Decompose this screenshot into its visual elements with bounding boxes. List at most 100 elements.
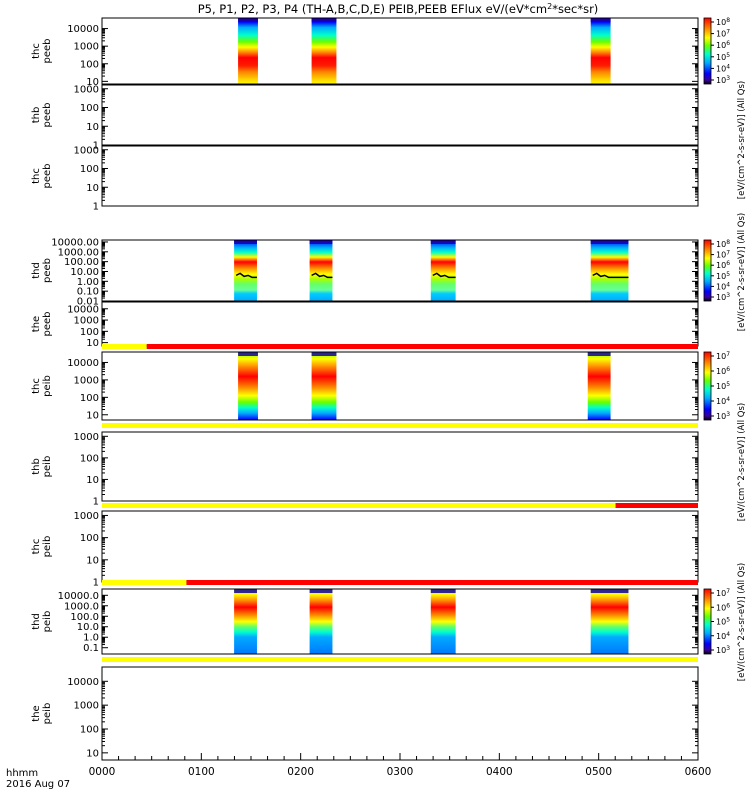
y-axis-label-line1: thc [31,378,42,394]
trace-line [311,272,333,279]
colorbar-tick-exp: 7 [726,588,730,595]
y-axis-label-line2: peib [42,536,53,558]
colorbar-tick-exp: 5 [726,271,730,278]
trace-line [592,272,629,279]
trace-line [432,272,456,279]
x-tick-label: 0400 [486,766,513,778]
colorbar-tick-label: 107 [716,588,730,598]
colorbar-tick-base: 10 [716,397,726,406]
colorbar-gradient [703,17,712,85]
colorbar-tick-base: 10 [716,251,726,260]
y-tick-label: 1000.0 [64,601,99,612]
colorbar-tick-label: 106 [716,366,730,376]
colorbar-unit-label: [eV/(cm^2-s-sr-eV)] (All Qs) [737,81,747,199]
y-axis-label: thepeib [31,703,53,725]
y-tick-label: 10 [86,475,99,486]
spectrogram-block-3 [430,589,456,654]
y-tick-label: 10000.00 [51,237,99,248]
colorbar-tick-base: 10 [716,76,726,85]
colorbars: 1031041051061071081031041051061071081031… [703,17,747,681]
y-tick-label: 10.00 [70,267,99,278]
y-axis-label-line1: thd [31,613,42,630]
panel-frame [101,239,699,302]
colorbar-tick-exp: 4 [726,396,730,403]
y-tick-label: 100 [80,59,99,70]
y-axis-label: thcpeeb [31,39,53,64]
colorbar-tick-label: 103 [716,292,730,302]
spectrogram-block-2 [311,352,337,420]
colorbar-tick-label: 106 [716,602,730,612]
y-tick-label: 1000 [74,42,99,53]
y-axis-label: thcpeeb [31,164,53,189]
colorbar-gradient [703,351,712,421]
panel-10: 10 100 1000 10000 thepeib [31,666,699,761]
colorbar-tick-label: 104 [716,281,730,291]
flag-bar-yellow [102,503,616,508]
flag-bar-red [146,344,698,349]
colorbar-tick-exp: 8 [726,17,730,24]
block-top-edge [238,352,258,356]
y-tick-label: 1000 [74,145,99,156]
colorbar-tick-exp: 4 [726,281,730,288]
flag-bar-yellow [102,423,698,428]
colorbar-tick-base: 10 [716,41,726,50]
y-tick-label: 10.0 [77,622,99,633]
panel-frame [101,84,699,146]
y-axis-label-line2: peib [42,611,53,633]
spectrogram-block-1 [238,18,258,84]
x-tick-label: 0300 [387,766,414,778]
colorbar-tick-base: 10 [716,293,726,302]
colorbar-tick-exp: 3 [726,292,730,299]
y-axis-label-line1: thb [31,458,42,475]
y-axis-label-line2: peib [42,703,53,725]
block-top-edge [309,589,333,593]
trace-line [235,272,257,279]
spectrogram-block-3 [587,352,611,420]
colorbar-unit-label: [eV/(cm^2-s-sr-eV)] (All Qs) [737,213,747,331]
y-axis-label-line1: the [31,316,42,332]
spectrogram-block-3 [430,240,456,301]
colorbar-tick-label: 103 [716,75,730,85]
y-tick-label: 10 [86,338,99,349]
block-top-edge [430,240,456,244]
y-tick-label: 100 [80,533,99,544]
colorbar-tick-base: 10 [716,261,726,270]
y-tick-label: 0.01 [77,297,99,308]
x-tick-label: 0500 [585,766,612,778]
block-top-edge [234,589,257,593]
y-axis-label-line1: thd [31,262,42,279]
colorbar-tick-base: 10 [716,367,726,376]
colorbar-tick-label: 105 [716,381,730,391]
spectrogram-block-2 [309,589,333,654]
block-top-edge [234,240,257,244]
colorbar-tick-base: 10 [716,632,726,641]
y-tick-label: 1000 [74,375,99,386]
y-axis-label-line2: peeb [42,164,53,189]
colorbar-tick-exp: 4 [726,631,730,638]
colorbar-tick-base: 10 [716,18,726,27]
block-top-edge [309,240,333,244]
y-tick-label: 100 [80,103,99,114]
panel-frame [101,301,699,347]
x-tick-label: 0600 [685,766,712,778]
colorbar-tick-label: 103 [716,411,730,421]
colorbar-tick-label: 106 [716,40,730,50]
flag-bar-red [615,503,698,508]
colorbar-tick-label: 104 [716,63,730,73]
spectrogram-block-1 [234,240,257,301]
y-tick-label: 10000 [67,677,99,688]
block-top-edge [238,18,258,22]
y-tick-label: 10 [86,77,99,88]
block-top-edge [590,18,611,22]
chart-title: P5, P1, P2, P3, P4 (TH-A,B,C,D,E) PEIB,P… [198,2,599,16]
colorbar-tick-base: 10 [716,240,726,249]
colorbar-tick-exp: 6 [726,40,730,47]
y-tick-label: 100 [80,453,99,464]
panels: 10100100010000thcpeeb1101001000thbpeeb11… [31,17,699,761]
y-axis-label: thbpeib [31,456,53,478]
y-tick-label: 10 [86,555,99,566]
x-tick-label: 0200 [287,766,314,778]
